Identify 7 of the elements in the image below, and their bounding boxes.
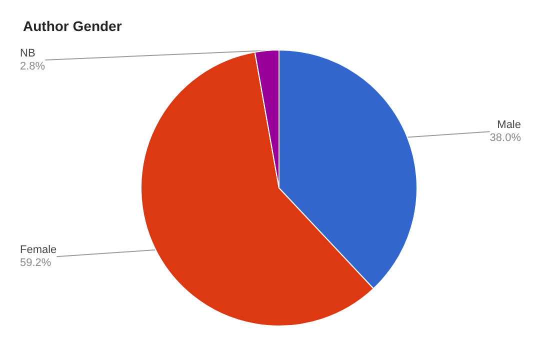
data-label: 38.0% xyxy=(490,132,522,144)
slice-label: Female xyxy=(20,244,57,256)
slice-label: NB xyxy=(20,48,36,60)
slice-label: Male xyxy=(497,119,521,132)
chart-title: Author Gender xyxy=(23,18,122,34)
data-label: 2.8% xyxy=(20,60,46,72)
data-label: 59.2% xyxy=(20,257,52,270)
